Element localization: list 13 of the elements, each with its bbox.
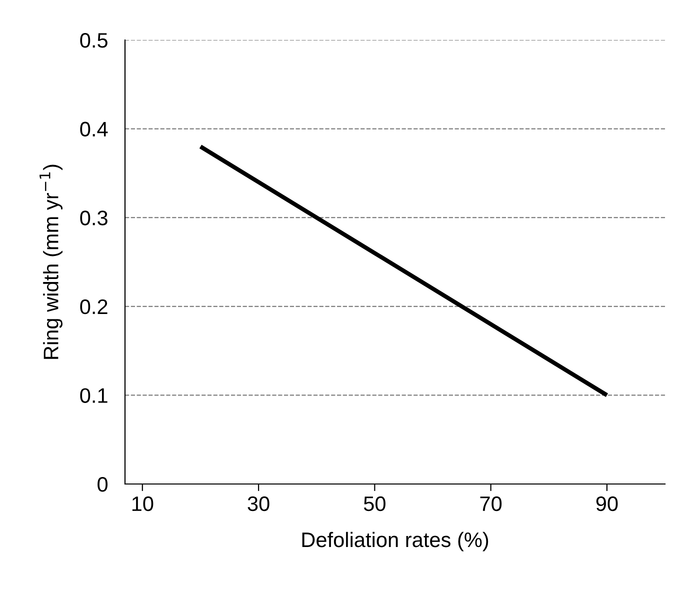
y-tick-label: 0.4 bbox=[80, 122, 108, 137]
x-tick-label: 10 bbox=[132, 496, 154, 512]
y-tick-label: 0 bbox=[98, 477, 108, 492]
y-tick-label: 0.5 bbox=[80, 33, 108, 48]
y-tick-label: 0.3 bbox=[80, 210, 108, 226]
x-tick-label: 30 bbox=[248, 496, 270, 512]
x-tick-label: 50 bbox=[364, 496, 386, 512]
y-tick-label: 0.2 bbox=[80, 299, 108, 314]
y-tick-label: 0.1 bbox=[80, 388, 108, 403]
y-axis-title: Ring width (mm yr$^{−1}$) bbox=[40, 164, 63, 359]
x-tick-label: 90 bbox=[596, 496, 618, 512]
x-tick-label: 70 bbox=[480, 496, 502, 512]
x-axis-title: Defoliation rates (%) bbox=[302, 532, 488, 552]
